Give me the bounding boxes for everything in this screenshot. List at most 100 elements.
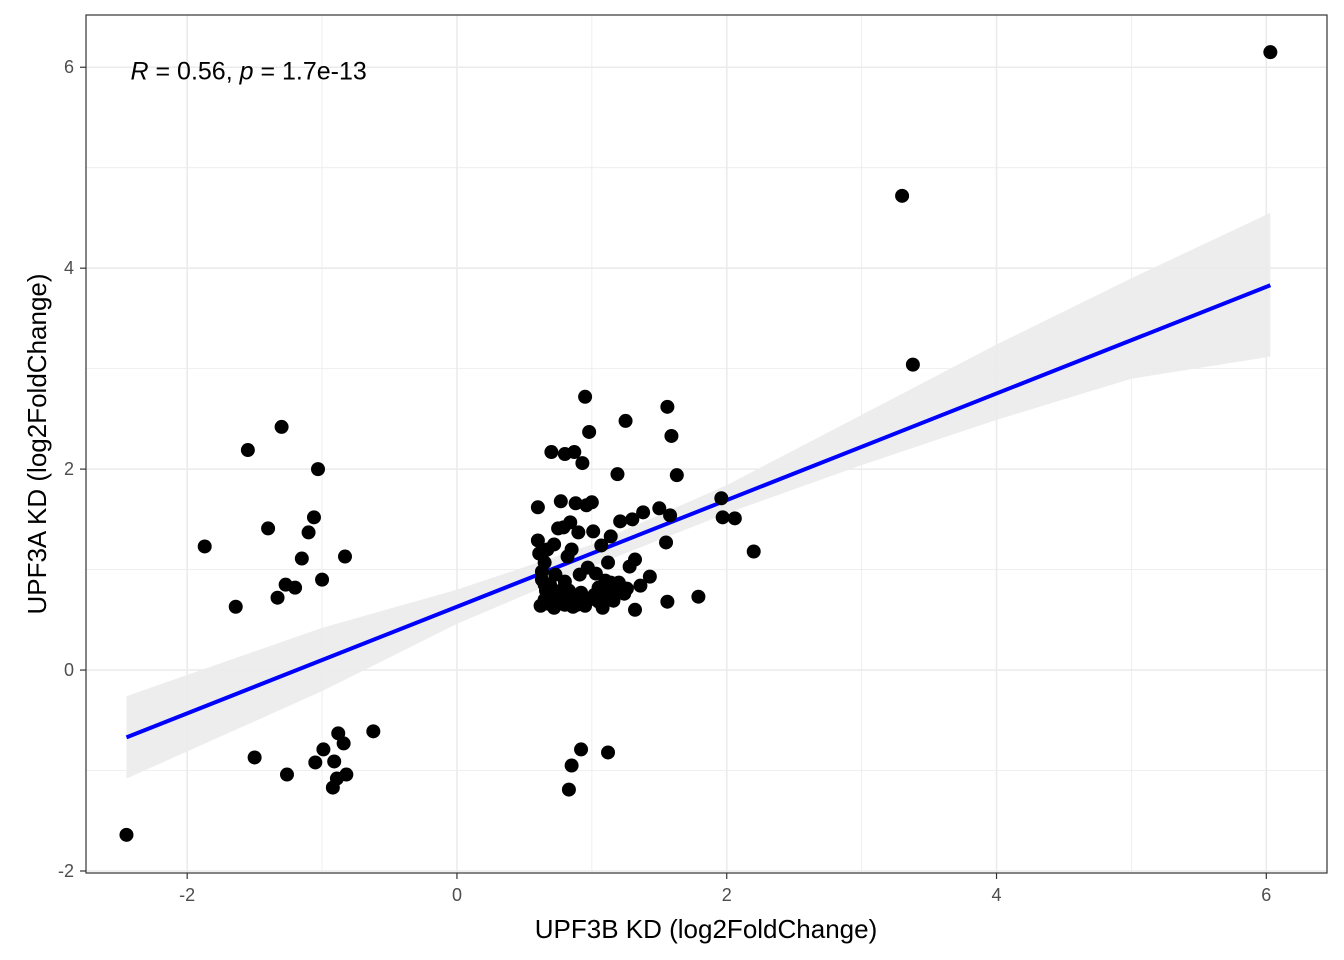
data-point xyxy=(568,496,583,511)
panel-border xyxy=(85,14,1328,874)
data-point xyxy=(584,590,599,605)
data-point xyxy=(642,569,657,584)
data-point xyxy=(714,491,729,506)
regression-line xyxy=(125,283,1272,740)
data-point xyxy=(617,586,632,601)
data-point xyxy=(746,544,761,559)
data-point xyxy=(316,742,331,757)
y-axis: -2 0 2 4 6 xyxy=(58,57,86,881)
grid-lines xyxy=(86,15,1327,873)
data-point xyxy=(715,510,730,525)
regression-line-layer xyxy=(125,283,1272,740)
data-point xyxy=(366,724,381,739)
p-symbol: p xyxy=(239,57,254,85)
data-point xyxy=(669,468,684,483)
data-point xyxy=(1263,45,1278,60)
r-value-text: = 0.56, xyxy=(149,57,240,85)
confidence-band-layer xyxy=(126,212,1271,779)
panel-background xyxy=(86,15,1327,873)
data-point xyxy=(603,575,618,590)
data-point xyxy=(659,535,674,550)
data-point xyxy=(594,538,609,553)
data-point xyxy=(636,505,651,520)
data-point xyxy=(618,413,633,428)
data-point xyxy=(315,572,330,587)
data-point xyxy=(628,602,643,617)
y-tick-label: 2 xyxy=(64,459,74,479)
data-point xyxy=(279,767,294,782)
data-point xyxy=(327,754,342,769)
data-point xyxy=(601,745,616,760)
data-point xyxy=(336,736,351,751)
data-point xyxy=(547,537,562,552)
correlation-annotation: R = 0.56, p = 1.7e-13 xyxy=(131,57,367,85)
data-point xyxy=(691,589,706,604)
data-point xyxy=(574,742,589,757)
data-point xyxy=(727,511,742,526)
data-point xyxy=(301,525,316,540)
data-point xyxy=(311,462,326,477)
data-point xyxy=(553,494,568,509)
data-point xyxy=(247,750,262,765)
x-tick-label: -2 xyxy=(179,885,195,905)
data-point xyxy=(537,555,552,570)
data-point xyxy=(325,780,340,795)
data-point xyxy=(306,510,321,525)
data-point xyxy=(652,501,667,516)
y-axis-title: UPF3A KD (log2FoldChange) xyxy=(22,273,52,614)
data-point xyxy=(628,552,643,567)
data-point xyxy=(530,533,545,548)
data-point xyxy=(197,539,212,554)
data-point xyxy=(606,593,621,608)
x-tick-label: 4 xyxy=(992,885,1002,905)
data-point xyxy=(543,577,558,592)
x-tick-label: 0 xyxy=(452,885,462,905)
p-value-text: = 1.7e-13 xyxy=(254,57,367,85)
data-point xyxy=(571,525,586,540)
data-point xyxy=(603,529,618,544)
data-point xyxy=(660,399,675,414)
data-point xyxy=(660,594,675,609)
data-point xyxy=(308,755,323,770)
data-point xyxy=(261,521,276,536)
data-point xyxy=(895,188,910,203)
data-point xyxy=(584,495,599,510)
data-point xyxy=(582,424,597,439)
data-point xyxy=(564,542,579,557)
r-symbol: R xyxy=(131,57,149,85)
data-point xyxy=(339,767,354,782)
data-point xyxy=(270,590,285,605)
data-point xyxy=(664,428,679,443)
data-points xyxy=(119,45,1278,842)
data-point xyxy=(567,445,582,460)
data-point xyxy=(337,549,352,564)
confidence-band xyxy=(126,212,1271,779)
data-point xyxy=(633,578,648,593)
data-point xyxy=(274,419,289,434)
data-point xyxy=(564,758,579,773)
data-point xyxy=(563,515,578,530)
data-point xyxy=(530,500,545,515)
data-point xyxy=(288,580,303,595)
x-tick-label: 6 xyxy=(1261,885,1271,905)
data-point xyxy=(578,389,593,404)
x-axis-title: UPF3B KD (log2FoldChange) xyxy=(535,914,878,944)
data-point xyxy=(240,443,255,458)
data-point xyxy=(561,782,576,797)
x-axis: -2 0 2 4 6 xyxy=(179,873,1271,905)
data-point xyxy=(544,445,559,460)
y-tick-label: -2 xyxy=(58,861,74,881)
data-point xyxy=(119,827,134,842)
data-point xyxy=(905,357,920,372)
data-point xyxy=(570,597,585,612)
data-point xyxy=(610,467,625,482)
x-tick-label: 2 xyxy=(722,885,732,905)
y-tick-label: 0 xyxy=(64,660,74,680)
data-point xyxy=(575,456,590,471)
y-tick-label: 6 xyxy=(64,57,74,77)
data-point xyxy=(586,524,601,539)
data-point xyxy=(663,508,678,523)
data-point xyxy=(228,599,243,614)
